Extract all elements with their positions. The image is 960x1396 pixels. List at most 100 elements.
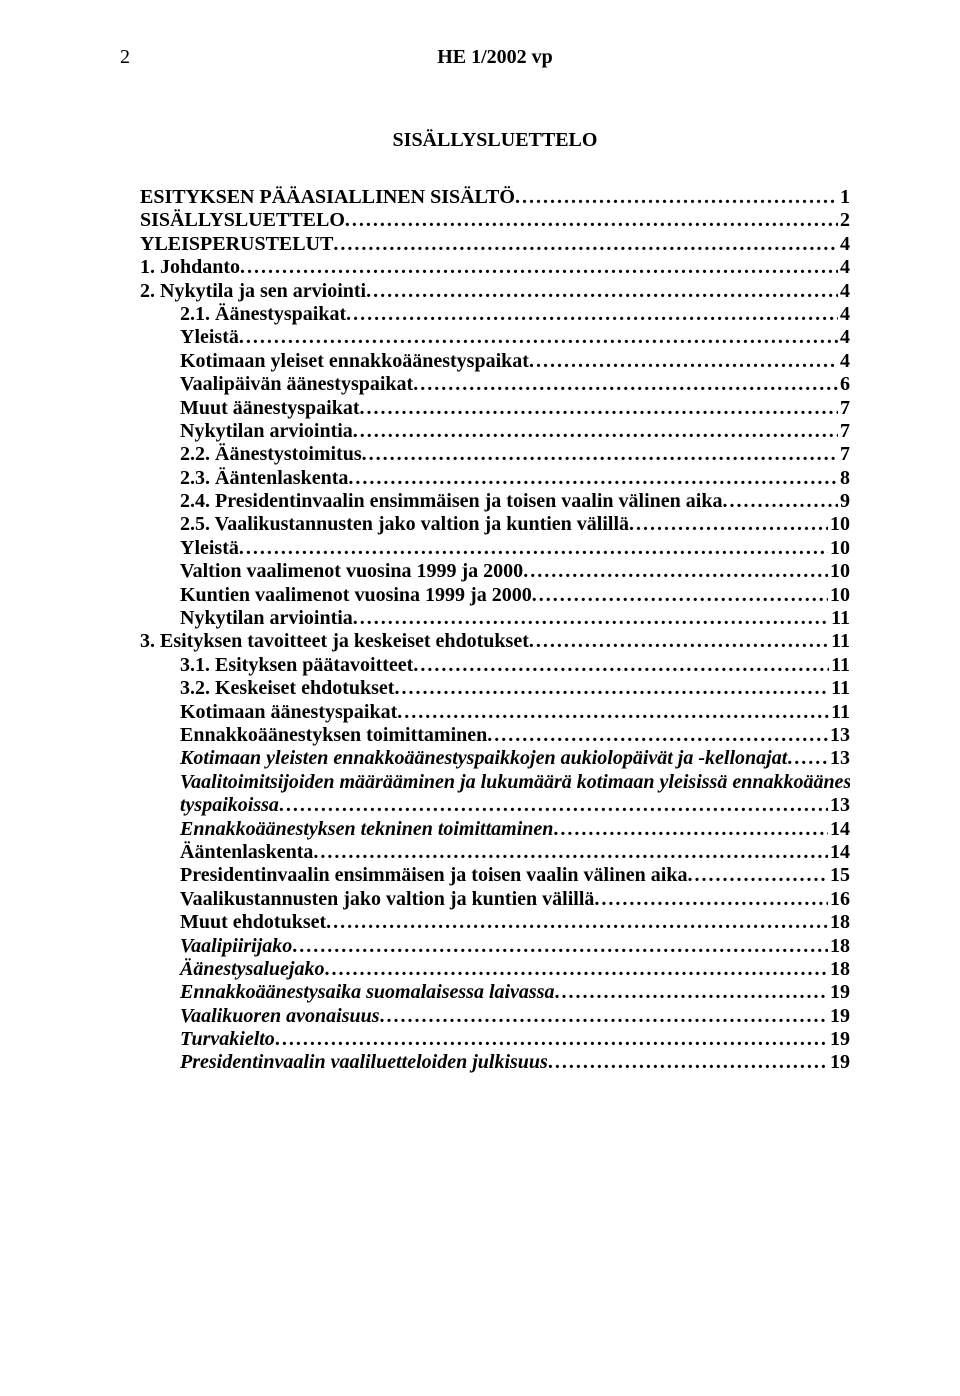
toc-line: tyspaikoissa13 — [140, 794, 850, 817]
toc-leader-dots — [359, 397, 838, 420]
toc-entry-page: 18 — [828, 958, 850, 981]
toc-leader-dots — [413, 373, 838, 396]
toc-entry-page: 6 — [838, 373, 850, 396]
toc-line: 1. Johdanto 4 — [140, 256, 850, 279]
page-number-top: 2 — [120, 46, 130, 69]
toc-entry-page: 19 — [828, 1005, 850, 1028]
toc-line: 2.1. Äänestyspaikat4 — [140, 303, 850, 326]
toc-entry-page: 19 — [828, 1028, 850, 1051]
toc-leader-dots — [555, 981, 828, 1004]
toc-entry-page: 7 — [838, 443, 850, 466]
toc-entry-label: 3.1. Esityksen päätavoitteet — [180, 654, 413, 677]
toc-line: ESITYKSEN PÄÄASIALLINEN SISÄLTÖ1 — [140, 186, 850, 209]
toc-leader-dots — [275, 1028, 828, 1051]
toc-entry-page: 14 — [828, 818, 850, 841]
toc-line: Vaalipiirijako 18 — [140, 935, 850, 958]
toc-entry-label: Ennakkoäänestyksen tekninen toimittamine… — [180, 818, 553, 841]
toc-line: Presidentinvaalin vaaliluetteloiden julk… — [140, 1051, 850, 1074]
toc-leader-dots — [687, 864, 828, 887]
toc-entry-label: Yleistä — [180, 537, 239, 560]
toc-line: Kotimaan yleiset ennakkoäänestyspaikat 4 — [140, 350, 850, 373]
toc-entry-page: 4 — [838, 326, 850, 349]
toc-leader-dots — [787, 747, 828, 770]
toc-entry-label: 2.3. Ääntenlaskenta — [180, 467, 348, 490]
toc-entry-label: Vaalitoimitsijoiden määrääminen ja lukum… — [180, 771, 850, 794]
toc-entry-label: 2. Nykytila ja sen arviointi — [140, 280, 366, 303]
toc-entry-page: 2 — [838, 209, 850, 232]
toc-line: 2.2. Äänestystoimitus7 — [140, 443, 850, 466]
toc-entry-page: 11 — [829, 607, 850, 630]
toc-line: Presidentinvaalin ensimmäisen ja toisen … — [140, 864, 850, 887]
toc-leader-dots — [346, 303, 838, 326]
toc-entry-page: 10 — [828, 513, 850, 536]
toc-entry-page: 11 — [829, 677, 850, 700]
toc-leader-dots — [629, 513, 828, 536]
toc-entry-label: Valtion vaalimenot vuosina 1999 ja 2000 — [180, 560, 523, 583]
toc-entry-page: 4 — [838, 280, 850, 303]
toc-entry-label: Vaalipiirijako — [180, 935, 292, 958]
toc-entry-label: Vaalipäivän äänestyspaikat — [180, 373, 413, 396]
toc-entry-page: 16 — [828, 888, 850, 911]
toc-entry-page: 13 — [828, 724, 850, 747]
toc-entry-label: tyspaikoissa — [180, 794, 279, 817]
toc-leader-dots — [239, 537, 828, 560]
toc-entry-label: Vaalikustannusten jako valtion ja kuntie… — [180, 888, 594, 911]
toc-line: 2.3. Ääntenlaskenta8 — [140, 467, 850, 490]
toc-entry-label: Nykytilan arviointia — [180, 607, 353, 630]
toc-leader-dots — [353, 607, 829, 630]
toc-line: 2. Nykytila ja sen arviointi 4 — [140, 280, 850, 303]
toc-entry-label: Ennakkoäänestysaika suomalaisessa laivas… — [180, 981, 555, 1004]
toc-leader-dots — [292, 935, 828, 958]
toc-entry-label: 1. Johdanto — [140, 256, 240, 279]
toc-leader-dots — [239, 326, 838, 349]
toc-line: Turvakielto19 — [140, 1028, 850, 1051]
toc-entry-page: 4 — [838, 350, 850, 373]
toc-line: Muut äänestyspaikat 7 — [140, 397, 850, 420]
toc-line: SISÄLLYSLUETTELO2 — [140, 209, 850, 232]
toc-line: Vaalikuoren avonaisuus 19 — [140, 1005, 850, 1028]
toc-leader-dots — [279, 794, 828, 817]
toc-entry-page: 10 — [828, 584, 850, 607]
toc-line: Kotimaan yleisten ennakkoäänestyspaikkoj… — [140, 747, 850, 770]
toc-line: YLEISPERUSTELUT4 — [140, 233, 850, 256]
toc-entry-label: Kotimaan yleisten ennakkoäänestyspaikkoj… — [180, 747, 787, 770]
toc-leader-dots — [353, 420, 838, 443]
toc-line: Muut ehdotukset18 — [140, 911, 850, 934]
toc-leader-dots — [333, 233, 838, 256]
toc-title: SISÄLLYSLUETTELO — [140, 129, 850, 152]
toc-entry-page: 7 — [838, 397, 850, 420]
toc-entry-label: 2.5. Vaalikustannusten jako valtion ja k… — [180, 513, 629, 536]
toc-entry-label: 2.1. Äänestyspaikat — [180, 303, 346, 326]
toc-entry-page: 18 — [828, 935, 850, 958]
toc-line: Kuntien vaalimenot vuosina 1999 ja 2000 1… — [140, 584, 850, 607]
toc-entry-page: 10 — [828, 537, 850, 560]
toc-leader-dots — [324, 958, 828, 981]
toc-line: Ennakkoäänestyksen toimittaminen13 — [140, 724, 850, 747]
document-id: HE 1/2002 vp — [140, 46, 850, 69]
toc-line: 3. Esityksen tavoitteet ja keskeiset ehd… — [140, 630, 850, 653]
toc-line: 3.2. Keskeiset ehdotukset11 — [140, 677, 850, 700]
toc-leader-dots — [397, 701, 829, 724]
toc-entry-label: Muut äänestyspaikat — [180, 397, 359, 420]
toc-entry-page: 13 — [828, 747, 850, 770]
toc-entry-label: Kuntien vaalimenot vuosina 1999 ja 2000 — [180, 584, 532, 607]
toc-entry-label: Ääntenlaskenta — [180, 841, 313, 864]
document-page: 2 HE 1/2002 vp SISÄLLYSLUETTELO ESITYKSE… — [0, 0, 960, 1396]
toc-leader-dots — [348, 467, 838, 490]
toc-entry-page: 15 — [828, 864, 850, 887]
toc-entry-label: Vaalikuoren avonaisuus — [180, 1005, 380, 1028]
toc-leader-dots — [313, 841, 828, 864]
toc-leader-dots — [487, 724, 828, 747]
toc-entry-label: ESITYKSEN PÄÄASIALLINEN SISÄLTÖ — [140, 186, 515, 209]
toc-leader-dots — [394, 677, 829, 700]
toc-entry-page: 11 — [829, 654, 850, 677]
toc-line: 3.1. Esityksen päätavoitteet 11 — [140, 654, 850, 677]
toc-entry-page: 11 — [829, 630, 850, 653]
toc-line: Yleistä4 — [140, 326, 850, 349]
toc-leader-dots — [362, 443, 838, 466]
toc-entry-page: 4 — [838, 256, 850, 279]
toc-entry-label: Kotimaan yleiset ennakkoäänestyspaikat — [180, 350, 529, 373]
toc-leader-dots — [529, 350, 838, 373]
toc-line: Nykytilan arviointia 11 — [140, 607, 850, 630]
toc-leader-dots — [366, 280, 838, 303]
